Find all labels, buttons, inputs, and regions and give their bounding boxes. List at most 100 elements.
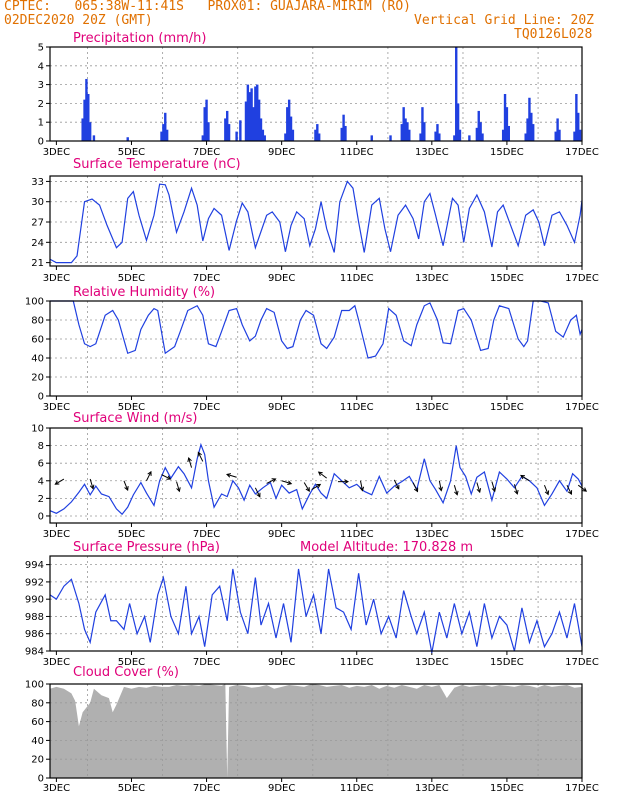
panel-title: Surface Pressure (hPa) xyxy=(73,540,220,555)
panel-4: Surface Pressure (hPa) Model Altitude: 17… xyxy=(25,540,599,668)
precip-bar xyxy=(201,135,205,141)
precip-bar xyxy=(291,129,295,141)
wind-arrow-shaft xyxy=(412,482,418,492)
precip-bar xyxy=(88,122,92,141)
precip-bar xyxy=(530,112,533,141)
wind-arrow-shaft xyxy=(453,485,458,495)
precip-bar xyxy=(528,97,531,141)
precip-bar xyxy=(453,135,456,141)
panel-frame xyxy=(49,300,583,397)
y-tick-label: 984 xyxy=(25,647,44,658)
precip-bar xyxy=(479,122,482,141)
panel-title: Precipitation (mm/h) xyxy=(73,31,206,46)
y-tick-label: 4 xyxy=(38,476,44,487)
wind-arrow-shaft xyxy=(359,480,363,491)
precip-bar xyxy=(501,129,505,141)
precip-bar xyxy=(402,107,405,141)
precip-bar xyxy=(554,131,557,141)
y-tick-label: 80 xyxy=(31,698,44,709)
panel-frame xyxy=(49,175,583,267)
x-tick-label: 15DEC xyxy=(490,657,524,668)
panel-title: Surface Temperature (nC) xyxy=(73,157,241,172)
precip-bar xyxy=(456,103,460,141)
y-tick-label: 100 xyxy=(25,680,44,691)
precip-bar xyxy=(261,129,265,141)
y-tick-label: 1 xyxy=(38,118,44,129)
wind-arrow-head xyxy=(256,492,261,498)
x-tick-label: 17DEC xyxy=(565,657,599,668)
panel-frame xyxy=(49,683,583,779)
precip-bar xyxy=(284,133,287,141)
x-tick-label: 15DEC xyxy=(490,147,524,158)
precip-bar xyxy=(531,124,535,141)
precip-bar xyxy=(575,94,578,141)
wind-arrow-shaft xyxy=(161,474,171,480)
wind-arrow-shaft xyxy=(311,484,321,491)
wind-arrow-shaft xyxy=(89,478,94,489)
precip-bar xyxy=(207,122,210,141)
wind-arrow-shaft xyxy=(123,480,129,491)
x-tick-label: 9DEC xyxy=(268,147,295,158)
precip-bar xyxy=(419,133,422,141)
station-header: CPTEC: 065:38W-11:41S PROX01: GUAJARA-MI… xyxy=(4,0,411,14)
x-tick-label: 3DEC xyxy=(43,529,70,540)
precip-bar xyxy=(524,133,527,141)
y-tick-label: 40 xyxy=(31,354,44,365)
precip-bar xyxy=(406,122,409,141)
y-tick-label: 988 xyxy=(25,612,44,623)
precip-bar xyxy=(404,118,407,141)
wind-arrow-head xyxy=(454,490,459,496)
panel-frame xyxy=(49,427,583,524)
wind-arrow-head xyxy=(147,470,152,476)
x-tick-label: 15DEC xyxy=(490,529,524,540)
precip-bar xyxy=(370,135,373,141)
series-line xyxy=(49,568,583,653)
precip-bar xyxy=(250,88,253,141)
y-tick-label: 20 xyxy=(31,373,44,384)
x-tick-label: 7DEC xyxy=(193,657,220,668)
y-tick-label: 60 xyxy=(31,717,44,728)
wind-arrow-shaft xyxy=(393,479,400,490)
wind-arrow-head xyxy=(344,479,350,485)
wind-arrow-head xyxy=(197,451,202,457)
precip-bar xyxy=(477,110,480,141)
wind-arrow-shaft xyxy=(303,482,310,492)
y-tick-label: 21 xyxy=(31,258,44,269)
wind-arrow-shaft xyxy=(566,484,572,495)
x-tick-label: 13DEC xyxy=(415,273,449,284)
precip-bar xyxy=(434,131,437,141)
x-tick-label: 9DEC xyxy=(268,402,295,413)
y-tick-label: 40 xyxy=(31,736,44,747)
precip-bar xyxy=(344,125,347,141)
precip-bar xyxy=(505,107,509,141)
x-tick-label: 13DEC xyxy=(415,147,449,158)
y-tick-label: 0 xyxy=(38,392,44,403)
y-tick-label: 60 xyxy=(31,335,44,346)
wind-arrow-head xyxy=(514,489,519,495)
x-tick-label: 17DEC xyxy=(565,529,599,540)
precip-bar xyxy=(164,112,167,141)
x-tick-label: 17DEC xyxy=(565,402,599,413)
precip-bar xyxy=(455,47,458,141)
y-tick-label: 986 xyxy=(25,629,44,640)
precip-bar xyxy=(317,133,321,141)
wind-arrow-shaft xyxy=(281,480,292,485)
x-tick-label: 11DEC xyxy=(340,529,374,540)
x-tick-label: 17DEC xyxy=(565,273,599,284)
precip-bar xyxy=(503,94,507,141)
model-code-label: TQ0126L028 xyxy=(514,27,593,42)
precip-bar xyxy=(162,124,165,141)
wind-arrow-head xyxy=(413,487,419,493)
wind-arrow-shaft xyxy=(491,481,496,492)
precip-bar xyxy=(577,112,580,141)
wind-arrow-shaft xyxy=(520,475,530,482)
wind-arrow-head xyxy=(287,480,293,485)
precip-bar xyxy=(85,78,88,141)
precip-bar xyxy=(203,107,206,141)
cloud-cover-area xyxy=(50,684,582,778)
precip-bar xyxy=(556,118,559,141)
precip-bar xyxy=(224,118,227,141)
precip-bar xyxy=(256,84,259,141)
x-tick-label: 11DEC xyxy=(340,783,374,794)
y-tick-label: 100 xyxy=(25,297,44,308)
